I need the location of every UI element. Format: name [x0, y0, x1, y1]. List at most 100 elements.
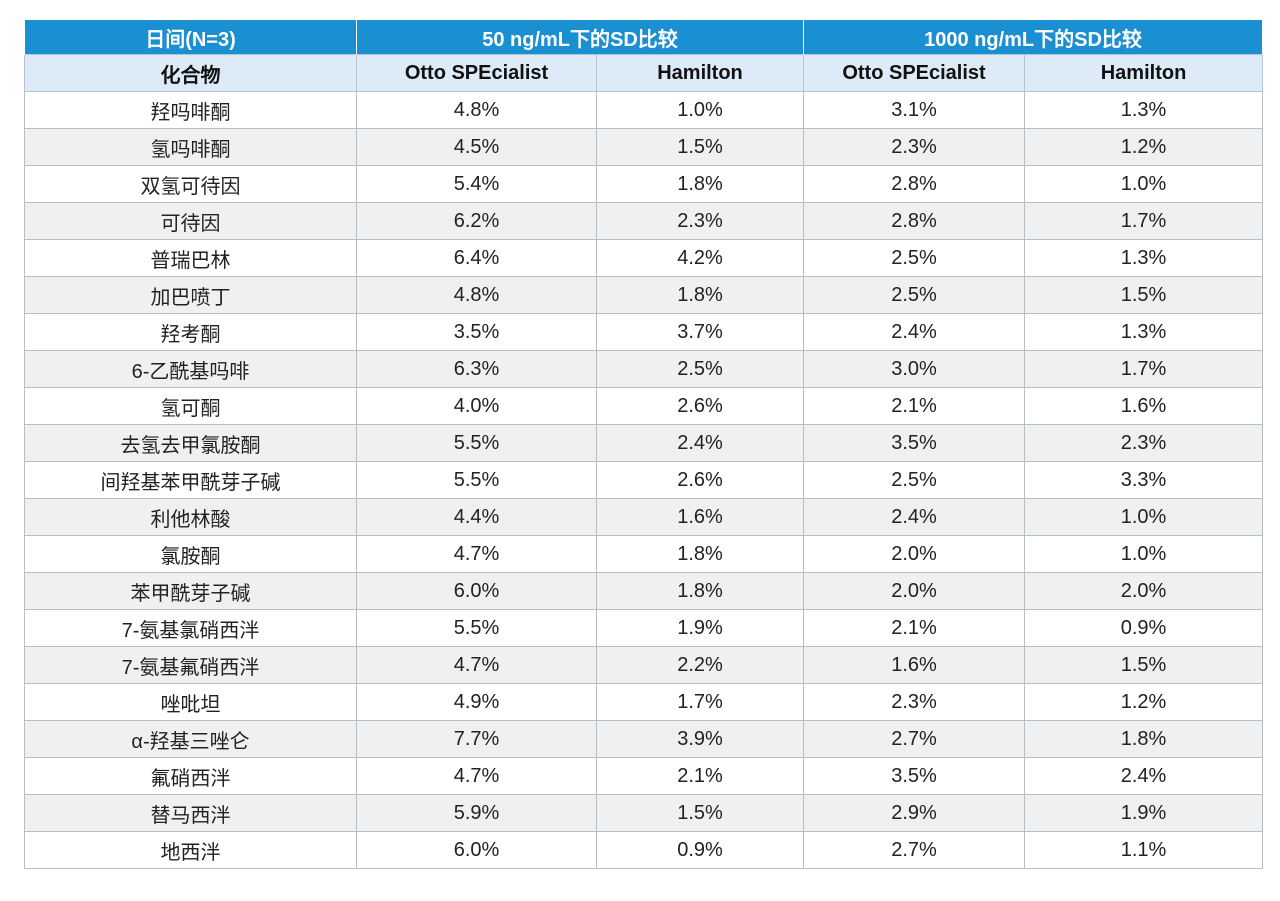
table-row: 7-氨基氟硝西泮 4.7% 2.2% 1.6% 1.5%: [24, 646, 1264, 684]
hamilton-50-cell: 1.8%: [595, 572, 805, 610]
compound-cell: α-羟基三唑仑: [24, 720, 357, 758]
hamilton-1000-cell: 1.7%: [1024, 350, 1264, 388]
compound-cell: 双氢可待因: [24, 165, 357, 203]
compound-cell: 6-乙酰基吗啡: [24, 350, 357, 388]
compound-cell: 7-氨基氯硝西泮: [24, 609, 357, 647]
column-header-hamilton-50: Hamilton: [595, 54, 805, 92]
otto-1000-cell: 2.5%: [803, 461, 1026, 499]
table-row: 去氢去甲氯胺酮 5.5% 2.4% 3.5% 2.3%: [24, 424, 1264, 462]
group-header-1000ng: 1000 ng/mL下的SD比较: [803, 20, 1264, 55]
hamilton-1000-cell: 1.8%: [1024, 720, 1264, 758]
otto-1000-cell: 1.6%: [803, 646, 1026, 684]
hamilton-1000-cell: 2.3%: [1024, 424, 1264, 462]
hamilton-1000-cell: 2.0%: [1024, 572, 1264, 610]
hamilton-50-cell: 3.7%: [595, 313, 805, 351]
otto-50-cell: 3.5%: [356, 313, 597, 351]
otto-50-cell: 5.5%: [356, 461, 597, 499]
otto-1000-cell: 2.1%: [803, 387, 1026, 425]
table-header: 日间(N=3) 50 ng/mL下的SD比较 1000 ng/mL下的SD比较 …: [24, 20, 1264, 92]
hamilton-1000-cell: 2.4%: [1024, 757, 1264, 795]
compound-cell: 利他林酸: [24, 498, 357, 536]
column-header-hamilton-1000: Hamilton: [1024, 54, 1264, 92]
otto-50-cell: 6.0%: [356, 572, 597, 610]
compound-cell: 加巴喷丁: [24, 276, 357, 314]
hamilton-50-cell: 1.7%: [595, 683, 805, 721]
table-row: α-羟基三唑仑 7.7% 3.9% 2.7% 1.8%: [24, 720, 1264, 758]
otto-50-cell: 4.0%: [356, 387, 597, 425]
table-row: 替马西泮 5.9% 1.5% 2.9% 1.9%: [24, 794, 1264, 832]
otto-1000-cell: 2.7%: [803, 720, 1026, 758]
compound-cell: 氢可酮: [24, 387, 357, 425]
table-row: 羟吗啡酮 4.8% 1.0% 3.1% 1.3%: [24, 91, 1264, 129]
hamilton-1000-cell: 1.0%: [1024, 535, 1264, 573]
hamilton-50-cell: 1.8%: [595, 165, 805, 203]
table-row: 可待因 6.2% 2.3% 2.8% 1.7%: [24, 202, 1264, 240]
hamilton-50-cell: 2.6%: [595, 461, 805, 499]
otto-50-cell: 6.3%: [356, 350, 597, 388]
otto-50-cell: 4.7%: [356, 646, 597, 684]
hamilton-1000-cell: 1.3%: [1024, 239, 1264, 277]
otto-50-cell: 5.5%: [356, 424, 597, 462]
hamilton-50-cell: 2.2%: [595, 646, 805, 684]
compound-cell: 地西泮: [24, 831, 357, 869]
table-row: 氯胺酮 4.7% 1.8% 2.0% 1.0%: [24, 535, 1264, 573]
compound-cell: 去氢去甲氯胺酮: [24, 424, 357, 462]
table-row: 6-乙酰基吗啡 6.3% 2.5% 3.0% 1.7%: [24, 350, 1264, 388]
otto-50-cell: 4.5%: [356, 128, 597, 166]
hamilton-1000-cell: 1.5%: [1024, 646, 1264, 684]
hamilton-1000-cell: 3.3%: [1024, 461, 1264, 499]
otto-1000-cell: 2.5%: [803, 276, 1026, 314]
hamilton-50-cell: 0.9%: [595, 831, 805, 869]
table-row: 地西泮 6.0% 0.9% 2.7% 1.1%: [24, 831, 1264, 869]
otto-50-cell: 4.4%: [356, 498, 597, 536]
hamilton-50-cell: 4.2%: [595, 239, 805, 277]
hamilton-1000-cell: 0.9%: [1024, 609, 1264, 647]
hamilton-50-cell: 1.0%: [595, 91, 805, 129]
hamilton-50-cell: 2.3%: [595, 202, 805, 240]
hamilton-50-cell: 1.5%: [595, 794, 805, 832]
compound-cell: 苯甲酰芽子碱: [24, 572, 357, 610]
hamilton-50-cell: 2.4%: [595, 424, 805, 462]
compound-cell: 可待因: [24, 202, 357, 240]
table-row: 7-氨基氯硝西泮 5.5% 1.9% 2.1% 0.9%: [24, 609, 1264, 647]
compound-cell: 唑吡坦: [24, 683, 357, 721]
otto-1000-cell: 2.1%: [803, 609, 1026, 647]
hamilton-1000-cell: 1.2%: [1024, 683, 1264, 721]
compound-cell: 普瑞巴林: [24, 239, 357, 277]
compound-cell: 7-氨基氟硝西泮: [24, 646, 357, 684]
otto-1000-cell: 2.9%: [803, 794, 1026, 832]
hamilton-1000-cell: 1.2%: [1024, 128, 1264, 166]
hamilton-50-cell: 1.8%: [595, 535, 805, 573]
otto-1000-cell: 2.0%: [803, 572, 1026, 610]
hamilton-1000-cell: 1.5%: [1024, 276, 1264, 314]
column-header-row: 化合物 Otto SPEcialist Hamilton Otto SPEcia…: [24, 54, 1264, 92]
table-row: 氢吗啡酮 4.5% 1.5% 2.3% 1.2%: [24, 128, 1264, 166]
otto-50-cell: 5.9%: [356, 794, 597, 832]
hamilton-1000-cell: 1.3%: [1024, 313, 1264, 351]
hamilton-50-cell: 1.8%: [595, 276, 805, 314]
hamilton-1000-cell: 1.9%: [1024, 794, 1264, 832]
hamilton-50-cell: 1.5%: [595, 128, 805, 166]
hamilton-1000-cell: 1.6%: [1024, 387, 1264, 425]
table-row: 唑吡坦 4.9% 1.7% 2.3% 1.2%: [24, 683, 1264, 721]
compound-cell: 氯胺酮: [24, 535, 357, 573]
table-row: 利他林酸 4.4% 1.6% 2.4% 1.0%: [24, 498, 1264, 536]
compound-cell: 氢吗啡酮: [24, 128, 357, 166]
otto-50-cell: 5.4%: [356, 165, 597, 203]
otto-1000-cell: 2.7%: [803, 831, 1026, 869]
otto-50-cell: 7.7%: [356, 720, 597, 758]
otto-1000-cell: 2.4%: [803, 313, 1026, 351]
otto-50-cell: 6.4%: [356, 239, 597, 277]
otto-1000-cell: 2.0%: [803, 535, 1026, 573]
otto-1000-cell: 3.5%: [803, 757, 1026, 795]
table-row: 氢可酮 4.0% 2.6% 2.1% 1.6%: [24, 387, 1264, 425]
compound-cell: 羟吗啡酮: [24, 91, 357, 129]
otto-50-cell: 4.7%: [356, 535, 597, 573]
otto-50-cell: 6.2%: [356, 202, 597, 240]
hamilton-1000-cell: 1.7%: [1024, 202, 1264, 240]
hamilton-1000-cell: 1.3%: [1024, 91, 1264, 129]
hamilton-1000-cell: 1.1%: [1024, 831, 1264, 869]
sd-comparison-table-container: 日间(N=3) 50 ng/mL下的SD比较 1000 ng/mL下的SD比较 …: [24, 20, 1264, 869]
otto-1000-cell: 3.1%: [803, 91, 1026, 129]
hamilton-50-cell: 2.6%: [595, 387, 805, 425]
